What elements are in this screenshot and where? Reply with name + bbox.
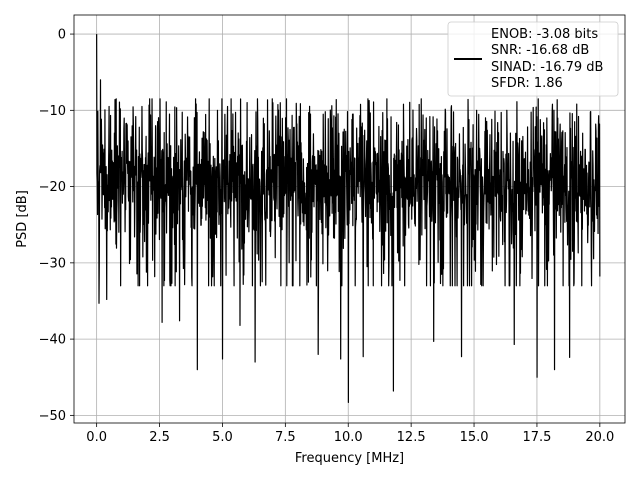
x-axis-label: Frequency [MHz] [295,451,404,466]
x-tick-label: 0.0 [86,430,107,445]
psd-series-line [96,34,601,404]
y-axis-label: PSD [dB] [15,190,30,248]
plot-frame [73,14,626,424]
y-tick-label: −50 [39,409,66,424]
x-tick-label: 5.0 [212,430,233,445]
x-axis-ticks: 0.0 2.5 5.0 7.5 10.0 12.5 15.0 17.5 20.0 [86,423,614,445]
y-tick-label: −20 [39,180,66,195]
x-tick-label: 17.5 [522,430,551,445]
x-tick-label: 7.5 [275,430,296,445]
x-tick-label: 2.5 [149,430,170,445]
x-tick-label: 20.0 [585,430,614,445]
x-tick-label: 10.0 [334,430,363,445]
x-tick-label: 15.0 [460,430,489,445]
y-tick-label: −40 [39,333,66,348]
y-tick-label: −10 [39,104,66,119]
y-tick-label: 0 [58,28,66,43]
legend-entry-sinad: SINAD: -16.79 dB [491,60,603,75]
series-group [96,34,601,404]
legend-entry-sfdr: SFDR: 1.86 [491,76,563,91]
legend-box [447,21,619,97]
legend-entry-enob: ENOB: -3.08 bits [491,27,598,42]
legend: ENOB: -3.08 bits SNR: -16.68 dB SINAD: -… [447,21,619,97]
y-axis-ticks: 0 −10 −20 −30 −40 −50 [39,28,74,424]
x-tick-label: 12.5 [397,430,426,445]
legend-entry-snr: SNR: -16.68 dB [491,43,589,58]
y-tick-label: −30 [39,256,66,271]
